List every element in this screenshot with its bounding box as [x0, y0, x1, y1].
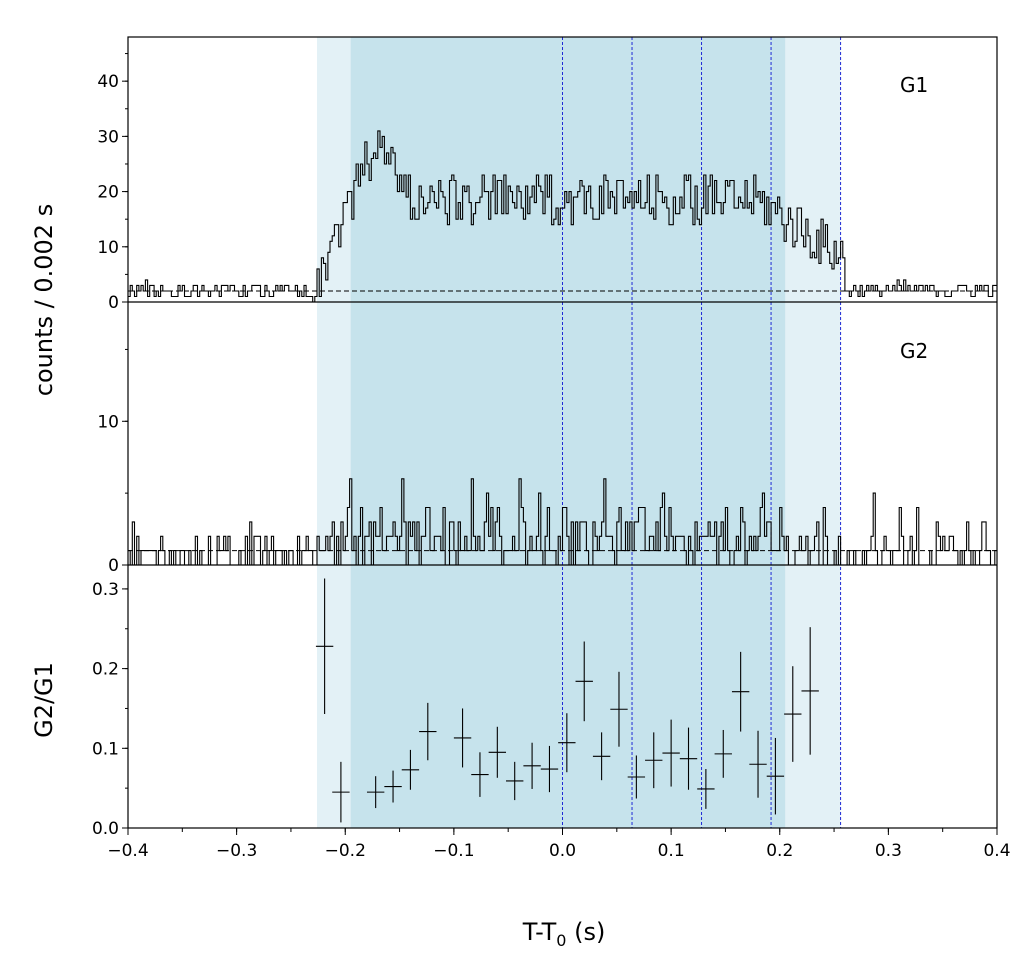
y-tick-label: 10: [97, 412, 119, 432]
y-tick-label: 30: [97, 127, 119, 147]
x-tick-label: −0.1: [433, 841, 474, 861]
panel-label-g1: G1: [900, 73, 928, 97]
y-tick-label: 0.2: [92, 660, 119, 680]
y-tick-label: 40: [97, 72, 119, 92]
x-tick-label: −0.2: [325, 841, 366, 861]
x-axis-title-subscript: 0: [556, 931, 566, 950]
y-tick-label: 0: [108, 293, 119, 313]
y-tick-label: 0: [108, 556, 119, 576]
x-tick-label: 0.2: [766, 841, 793, 861]
panel-g2: [128, 478, 997, 566]
x-tick-label: −0.4: [107, 841, 148, 861]
y-tick-label: 10: [97, 238, 119, 258]
x-tick-label: 0.4: [983, 841, 1010, 861]
panel-label-g2: G2: [900, 339, 928, 363]
x-axis-title-unit: (s): [566, 918, 605, 946]
panel-frames: 0 10 20 30 40 0 10 0.0 0.1 0.2 0.3 −0.4 −0.3 −0.2 −0.1…: [92, 36, 1011, 861]
interval-band-dark: [350, 37, 786, 828]
y-axis-title-counts: counts / 0.002 s: [30, 204, 58, 396]
y-axis-title-ratio: G2/G1: [30, 662, 58, 738]
y-tick-label: 0.0: [92, 819, 119, 839]
x-tick-label: 0.1: [658, 841, 685, 861]
x-tick-label: 0.3: [875, 841, 902, 861]
y-tick-label: 0.1: [92, 739, 119, 759]
panel-ratio: [315, 578, 819, 823]
x-axis-title: T-T0 (s): [522, 918, 606, 950]
y-tick-label: 20: [97, 183, 119, 203]
y-tick-label: 0.3: [92, 580, 119, 600]
x-tick-label: −0.3: [216, 841, 257, 861]
x-tick-label: 0.0: [549, 841, 576, 861]
time-interval-shading: [317, 37, 841, 828]
g1-light-curve: [128, 130, 997, 303]
interval-dividers: [562, 37, 842, 828]
x-axis-title-main: T-T: [522, 918, 557, 946]
panel-g1: [128, 130, 997, 303]
